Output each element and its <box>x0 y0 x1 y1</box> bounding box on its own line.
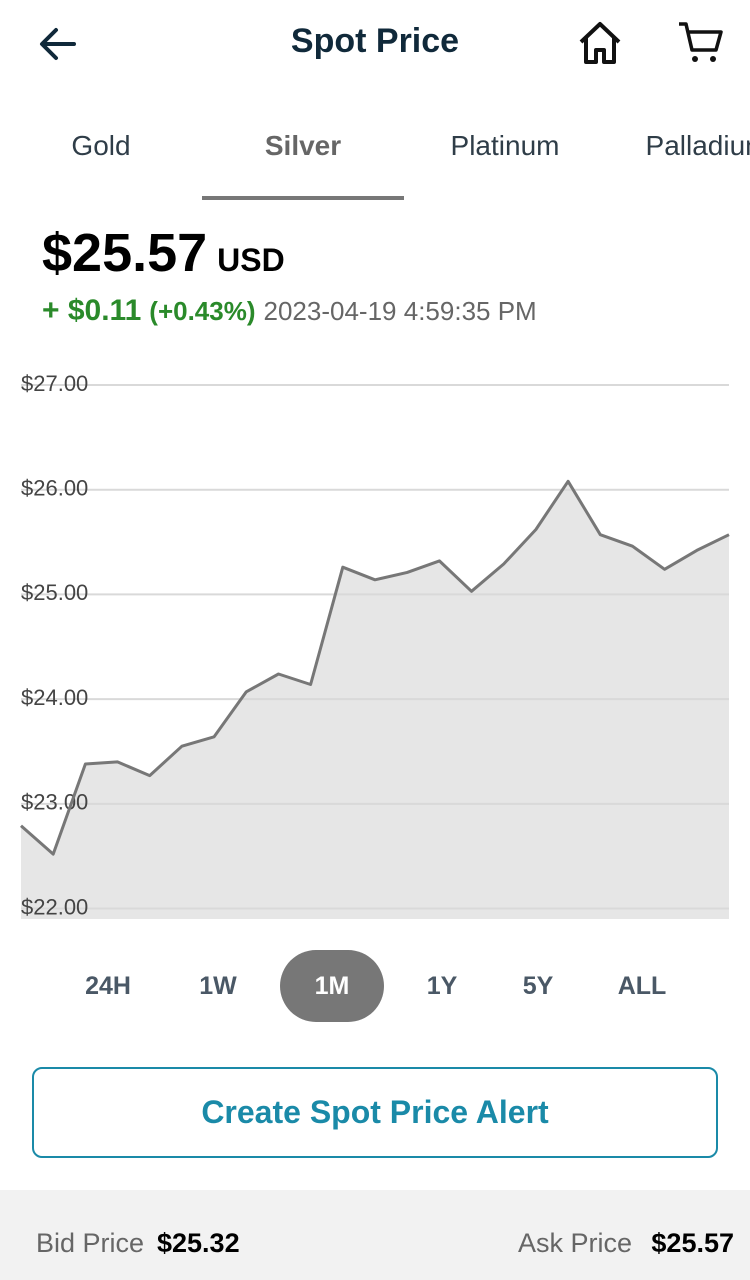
timestamp: 2023-04-19 4:59:35 PM <box>263 296 537 326</box>
footer: Bid Price $25.32 Ask Price $25.57 <box>0 1190 750 1280</box>
range-button[interactable]: ALL <box>617 972 667 1000</box>
y-tick-label: $26.00 <box>21 476 88 501</box>
tab-underline <box>202 196 404 200</box>
range-button[interactable]: 1W <box>199 972 237 1000</box>
home-button[interactable] <box>576 20 624 66</box>
metal-tab[interactable]: Silver <box>264 130 342 161</box>
price-change-percent: (+0.43%) <box>149 296 256 326</box>
ask-value: $25.57 <box>651 1228 734 1258</box>
bid-label: Bid Price <box>36 1228 145 1258</box>
metal-tab[interactable]: Palladium <box>645 130 750 161</box>
ask-label: Ask Price <box>517 1228 632 1258</box>
range-button[interactable]: 1M <box>280 950 384 1022</box>
currency: USD <box>217 242 285 278</box>
price-chart: $22.00 $23.00 $24.00 $25.00 $26.00 $27.00 <box>20 371 730 919</box>
create-alert-button[interactable]: Create Spot Price Alert <box>32 1067 718 1158</box>
price-area <box>21 481 729 919</box>
y-tick-label: $24.00 <box>21 685 88 710</box>
metal-tab[interactable]: Platinum <box>450 130 560 161</box>
bid-value: $25.32 <box>157 1228 240 1258</box>
y-tick-label: $25.00 <box>21 580 88 605</box>
price-line <box>20 479 730 856</box>
y-tick-label: $22.00 <box>21 894 88 919</box>
back-button[interactable] <box>38 24 78 64</box>
metal-tabs: Gold Silver Platinum Palladium <box>0 130 750 202</box>
price: $25.57 USD <box>42 222 285 284</box>
price-change: + $0.11 <box>42 294 142 327</box>
y-tick-label: $23.00 <box>21 790 88 815</box>
range-selector: 24H 1W 1M 1Y 5Y ALL <box>0 950 750 1022</box>
y-tick-label: $27.00 <box>21 371 88 396</box>
range-button[interactable]: 5Y <box>522 972 554 1000</box>
metal-tab[interactable]: Gold <box>71 130 131 161</box>
header-title: Spot Price <box>290 22 460 60</box>
price-value: $25.57 <box>42 223 208 283</box>
change-row: + $0.11 (+0.43%) 2023-04-19 4:59:35 PM <box>42 294 537 328</box>
cart-button[interactable] <box>676 18 724 66</box>
range-button[interactable]: 24H <box>85 972 131 1000</box>
range-button[interactable]: 1Y <box>426 972 458 1000</box>
